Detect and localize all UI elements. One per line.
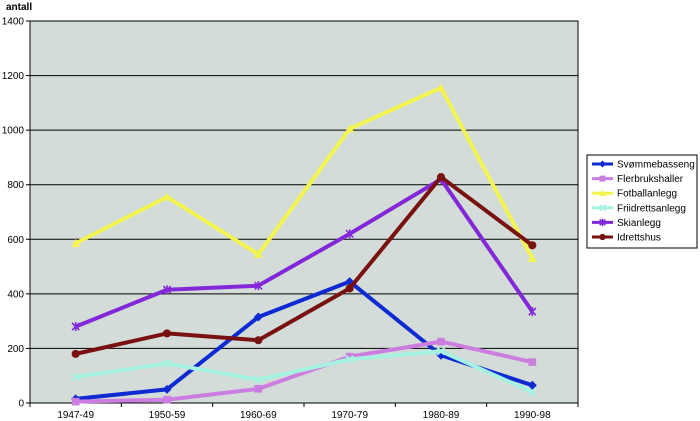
data-point [345,352,354,361]
y-tick-label: 400 [7,289,24,300]
data-point [437,337,445,346]
legend-label: Idrettshus [617,233,661,244]
legend-box [586,154,698,249]
series-line [75,279,533,401]
x-tick-label: 1947-49 [57,410,94,421]
series-skianlegg [71,174,537,332]
y-tick-label: 1400 [2,17,25,28]
data-point [436,173,446,182]
data-point [436,346,446,356]
legend-item: Svømmebasseng [592,160,695,171]
y-tick-label: 1000 [2,126,25,137]
legend-label: Skianlegg [617,218,661,229]
data-point [71,322,80,332]
data-point [528,358,537,366]
x-tick-label: 1950-59 [149,410,186,421]
y-tick-label: 200 [7,344,24,355]
data-point [528,307,537,317]
y-tick-label: 600 [7,235,24,246]
data-point [599,175,606,182]
legend-item: Idrettshus [592,233,661,244]
data-point [253,249,263,258]
series-idrettshus [71,173,537,358]
x-tick-label: 1980-89 [423,410,460,421]
y-axis-title: antall [6,2,32,13]
x-tick-label: 1960-69 [240,410,277,421]
legend-label: Fotballanlegg [617,189,677,200]
y-tick-label: 800 [7,180,24,191]
data-point [162,359,172,368]
series-line [74,85,535,260]
series-line [75,339,533,404]
legend-label: Svømmebasseng [617,160,695,171]
series-layer [71,83,537,406]
x-tick-label: 1990-98 [514,410,551,421]
data-point [254,281,263,291]
data-point [345,229,354,239]
data-point [345,124,355,133]
data-point [345,355,354,364]
data-point [527,380,537,390]
legend-item: Friidrettsanlegg [592,203,686,214]
legend-item: Flerbrukshaller [592,174,684,185]
data-point [71,397,80,406]
data-point [598,204,607,212]
data-point [163,395,171,404]
legend-label: Friidrettsanlegg [617,203,686,214]
series-fotballanlegg [71,83,537,262]
data-point [527,253,537,262]
series-line [74,177,534,329]
x-tick-label: 1970-79 [331,410,368,421]
data-point [162,192,172,201]
data-point [162,285,172,295]
data-point [599,218,606,226]
legend: Svømmebasseng Flerbrukshaller Fotballanleg… [586,154,698,249]
data-point [71,238,81,247]
data-point [254,336,263,345]
data-point [71,372,80,382]
data-point [254,375,263,385]
series-line [75,349,534,394]
data-point [253,312,263,322]
data-point [162,329,172,338]
data-point [599,160,606,168]
legend-item: Fotballanlegg [592,189,677,200]
legend-label: Flerbrukshaller [617,174,684,185]
data-point [71,349,80,358]
data-point [599,233,606,241]
series-friidrettsanlegg [71,346,537,397]
data-point [162,384,172,394]
axes: 0 200 400 600 800 1000 1200 1400 1947-49 1950-59 1… [2,17,579,421]
series-line [75,175,534,356]
y-tick-label: 0 [18,399,24,410]
data-point [254,384,263,393]
data-point [528,387,537,397]
data-point [436,83,446,92]
data-point [345,284,354,293]
data-point [528,241,537,250]
y-tick-label: 1200 [2,71,25,82]
legend-item: Skianlegg [592,218,661,229]
series-flerbrukshaller [71,337,537,406]
data-point [599,189,606,196]
